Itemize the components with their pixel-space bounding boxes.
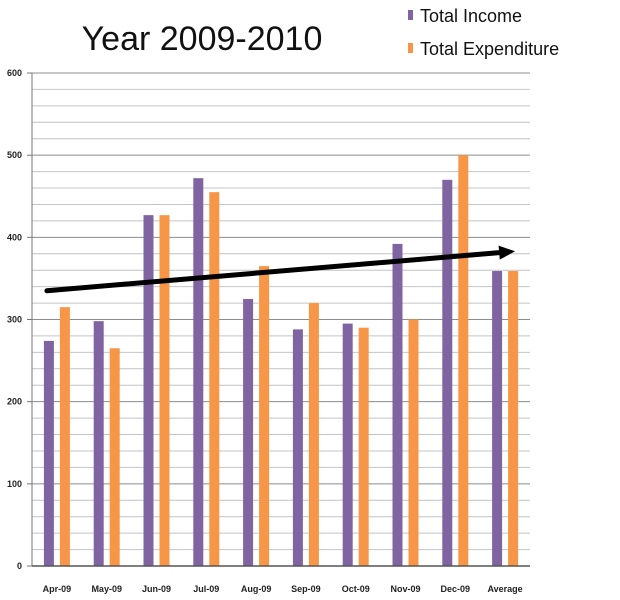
axes (31, 73, 530, 567)
legend: Total Income Total Expenditure (408, 6, 559, 59)
x-tick-label: Jul-09 (193, 584, 219, 594)
bar-total-income-apr-09 (43, 340, 54, 566)
chart-title: Year 2009-2010 (82, 20, 323, 58)
bar-total-income-nov-09 (392, 243, 403, 566)
y-tick-label: 200 (7, 397, 22, 407)
trend-arrow (44, 245, 516, 294)
x-tick-label: Apr-09 (43, 584, 72, 594)
bar-total-income-jul-09 (193, 178, 204, 566)
bar-total-expenditure-apr-09 (59, 307, 70, 566)
bar-total-expenditure-may-09 (109, 348, 120, 566)
bar-total-income-jun-09 (143, 215, 154, 567)
x-tick-label: Jun-09 (142, 584, 171, 594)
bar-total-expenditure-average (508, 271, 519, 566)
y-tick-label: 300 (7, 315, 22, 325)
bars (43, 155, 519, 567)
x-tick-label: Sep-09 (291, 584, 321, 594)
bar-total-expenditure-jun-09 (159, 215, 170, 567)
bar-total-income-average (492, 271, 503, 566)
y-tick-label: 100 (7, 479, 22, 489)
gridlines (32, 72, 530, 551)
bar-total-income-oct-09 (342, 323, 353, 566)
bar-total-income-aug-09 (243, 298, 254, 566)
bar-total-expenditure-sep-09 (308, 303, 319, 566)
x-tick-label: Oct-09 (342, 584, 370, 594)
x-axis-ticks: Apr-09 May-09 Jun-09 Jul-09 Aug-09 Sep-09 Oct-… (43, 584, 523, 594)
legend-swatch-total-income (408, 10, 413, 20)
legend-swatch-total-expenditure (408, 43, 413, 53)
bar-total-expenditure-jul-09 (209, 192, 220, 566)
y-axis-ticks: 0 100 200 300 400 500 600 (7, 68, 32, 571)
x-tick-label: Nov-09 (390, 584, 420, 594)
x-tick-label: Average (488, 584, 523, 594)
bar-total-income-dec-09 (442, 179, 453, 567)
bar-total-expenditure-nov-09 (408, 319, 419, 566)
bar-total-expenditure-dec-09 (458, 155, 469, 566)
y-tick-label: 0 (17, 561, 22, 571)
legend-label-total-income: Total Income (420, 6, 522, 26)
y-tick-label: 500 (7, 150, 22, 160)
x-tick-label: May-09 (91, 584, 122, 594)
y-tick-label: 600 (7, 68, 22, 78)
legend-label-total-expenditure: Total Expenditure (420, 39, 559, 59)
bar-total-income-may-09 (93, 321, 104, 566)
x-tick-label: Aug-09 (241, 584, 272, 594)
x-tick-label: Dec-09 (441, 584, 471, 594)
trend-arrow-head (498, 245, 516, 260)
trend-arrow-shaft (44, 250, 502, 294)
bar-total-income-sep-09 (292, 329, 303, 566)
bar-total-expenditure-oct-09 (358, 327, 369, 566)
bar-total-expenditure-aug-09 (259, 266, 270, 566)
y-tick-label: 400 (7, 232, 22, 242)
